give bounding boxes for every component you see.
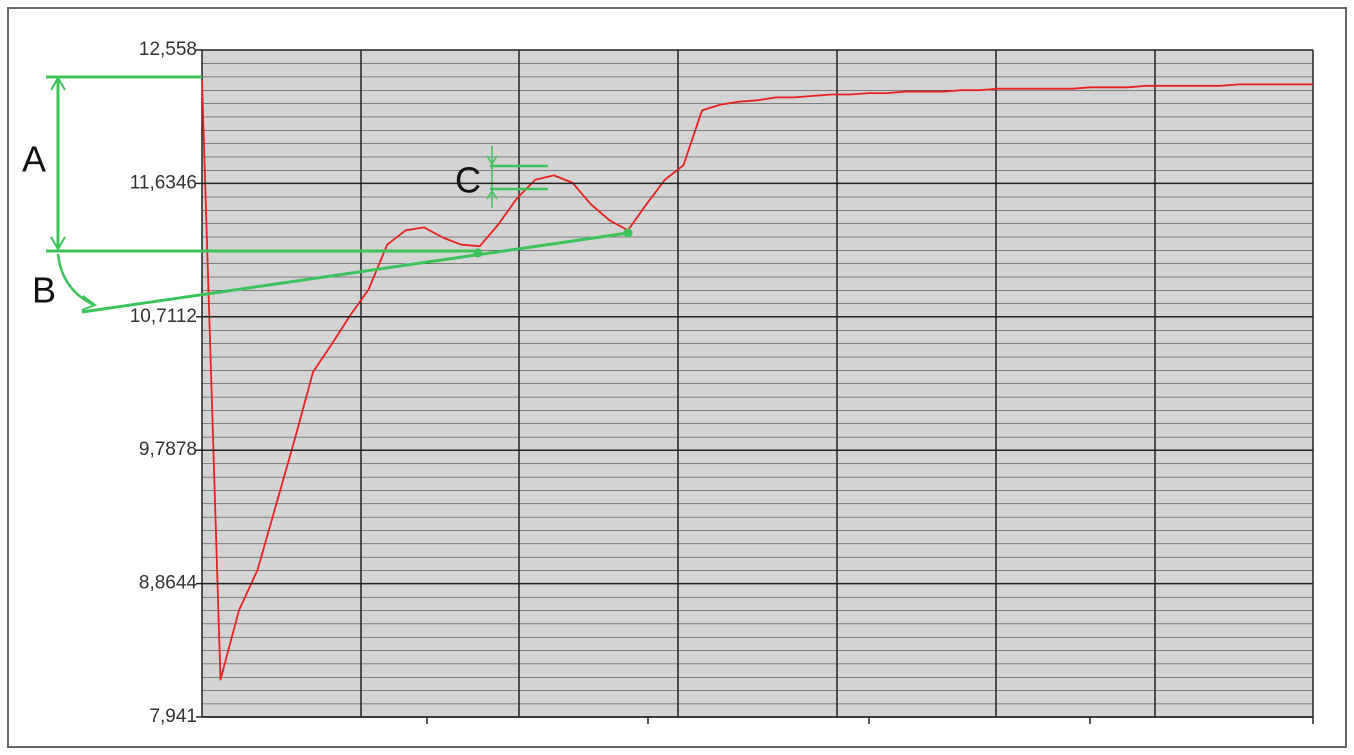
series-layer [201,79,1313,681]
annotation-label: A [22,139,46,180]
y-tick-label: 12,558 [139,39,197,60]
annotation-label: B [32,270,56,311]
minor-grid [202,50,1313,717]
x-axis [202,716,1314,724]
annotation-label: C [455,160,481,201]
y-tick-label: 9,7878 [139,439,197,460]
frame [7,7,1347,748]
data-line [201,79,1313,681]
annotation-lines [46,75,633,314]
y-tick-label: 7,941 [149,706,197,727]
y-tick-label: 10,7112 [130,306,197,327]
y-tick-label: 8,8644 [139,573,198,594]
vertical-grid [360,50,1314,717]
y-tick-label: 11,6346 [130,172,197,193]
